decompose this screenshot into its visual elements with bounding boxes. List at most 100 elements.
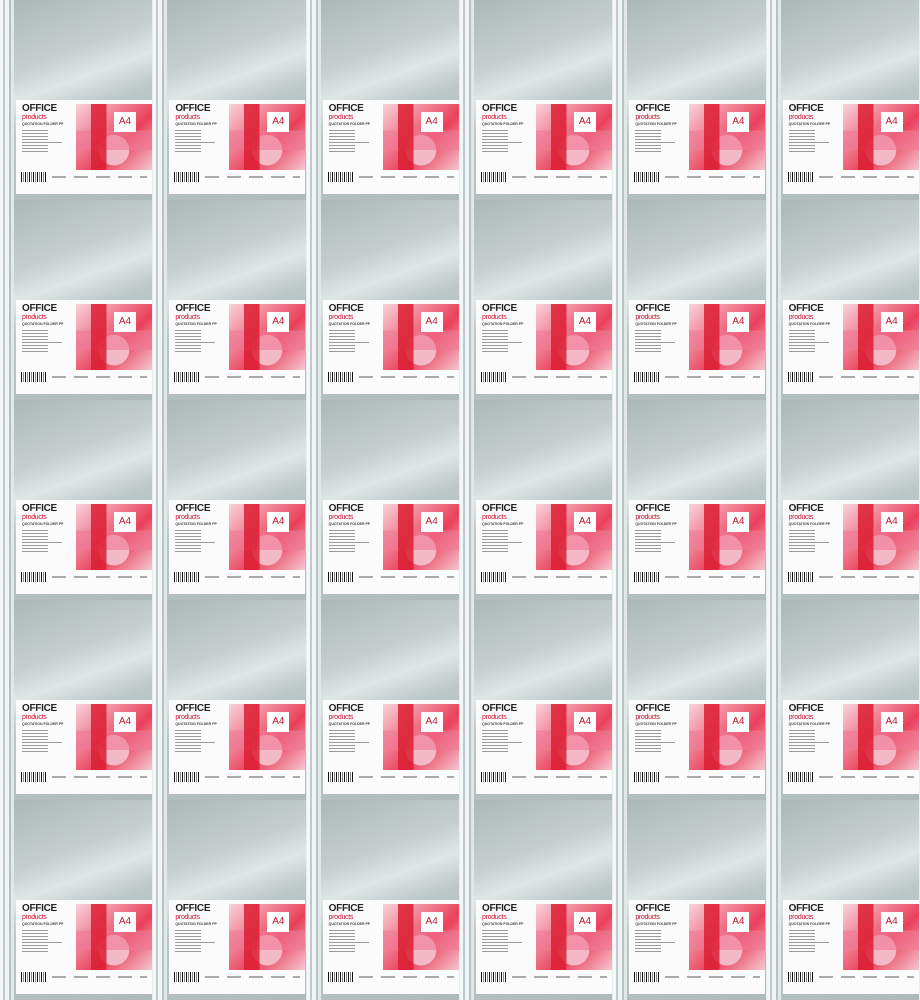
label-footer [52, 976, 147, 978]
description-lines [635, 530, 676, 554]
product-title: QUOTATION FOLDER PP [22, 122, 64, 126]
brand-sub: products [328, 714, 354, 721]
brand-sub: products [635, 914, 660, 921]
description-lines [635, 930, 676, 954]
folder-tile: OFFICE products QUOTATION FOLDER PP A4 [0, 0, 154, 200]
product-label: OFFICE products QUOTATION FOLDER PP A4 [322, 500, 459, 594]
folder-tile: OFFICE products QUOTATION FOLDER PP A4 [613, 400, 767, 600]
brand-logo: OFFICE products [482, 704, 517, 722]
brand-name: OFFICE [22, 103, 57, 114]
folder-tile: OFFICE products QUOTATION FOLDER PP A4 [766, 800, 920, 1000]
size-badge: A4 [727, 712, 750, 732]
description-lines [175, 330, 216, 354]
brand-sub: products [328, 514, 354, 521]
barcode [480, 772, 507, 782]
label-footer [818, 576, 914, 578]
product-label: OFFICE products QUOTATION FOLDER PP A4 [782, 100, 919, 194]
brand-logo: OFFICE products [175, 904, 210, 922]
brand-logo: OFFICE products [482, 904, 517, 922]
description-lines [788, 930, 829, 954]
product-label: OFFICE products QUOTATION FOLDER PP A4 [475, 500, 612, 594]
brand-name: OFFICE [175, 103, 211, 114]
product-label: OFFICE products QUOTATION FOLDER PP A4 [782, 300, 919, 394]
folder-tile: OFFICE products QUOTATION FOLDER PP A4 [459, 600, 614, 800]
size-badge: A4 [727, 312, 750, 332]
size-badge: A4 [114, 512, 136, 532]
brand-name: OFFICE [788, 103, 824, 114]
barcode [327, 372, 354, 382]
brand-sub: products [22, 114, 47, 121]
product-title: QUOTATION FOLDER PP [22, 922, 64, 926]
product-title: QUOTATION FOLDER PP [328, 522, 371, 526]
brand-name: OFFICE [788, 303, 824, 314]
label-footer [665, 976, 761, 978]
product-title: QUOTATION FOLDER PP [328, 122, 371, 126]
folder-rail [613, 200, 628, 400]
folder-tile: OFFICE products QUOTATION FOLDER PP A4 [306, 800, 460, 1000]
folder-rail [459, 600, 474, 800]
brand-sub: products [635, 514, 660, 521]
label-footer [358, 776, 454, 778]
product-label: OFFICE products QUOTATION FOLDER PP A4 [475, 900, 612, 994]
size-badge: A4 [420, 912, 443, 932]
brand-logo: OFFICE products [329, 104, 364, 122]
product-label: OFFICE products QUOTATION FOLDER PP A4 [16, 700, 152, 794]
product-title: QUOTATION FOLDER PP [635, 722, 677, 726]
brand-name: OFFICE [481, 303, 517, 314]
brand-name: OFFICE [22, 903, 57, 914]
folder-rail [613, 0, 628, 200]
folder-rail [153, 0, 168, 200]
folder-tile: OFFICE products QUOTATION FOLDER PP A4 [766, 0, 920, 200]
size-badge: A4 [727, 912, 750, 932]
folder-rail [306, 600, 321, 800]
size-badge: A4 [880, 912, 903, 932]
label-footer [205, 376, 301, 378]
barcode [634, 972, 661, 982]
product-title: QUOTATION FOLDER PP [481, 722, 524, 726]
product-title: QUOTATION FOLDER PP [175, 922, 217, 926]
folder-tile: OFFICE products QUOTATION FOLDER PP A4 [306, 0, 460, 200]
label-footer [205, 176, 301, 178]
brand-logo: OFFICE products [789, 504, 824, 522]
label-footer [205, 776, 301, 778]
size-badge: A4 [420, 512, 443, 532]
brand-logo: OFFICE products [329, 704, 364, 722]
folder-tile: OFFICE products QUOTATION FOLDER PP A4 [766, 400, 920, 600]
brand-name: OFFICE [22, 503, 57, 514]
brand-logo: OFFICE products [22, 704, 57, 722]
product-label: OFFICE products QUOTATION FOLDER PP A4 [475, 300, 612, 394]
product-title: QUOTATION FOLDER PP [635, 322, 677, 326]
product-label: OFFICE products QUOTATION FOLDER PP A4 [782, 900, 919, 994]
barcode [480, 572, 507, 582]
barcode [480, 972, 507, 982]
folder-rail [459, 400, 474, 600]
description-lines [22, 730, 62, 754]
brand-sub: products [22, 714, 47, 721]
label-footer [818, 776, 914, 778]
size-badge: A4 [420, 312, 443, 332]
product-label: OFFICE products QUOTATION FOLDER PP A4 [782, 500, 919, 594]
product-title: QUOTATION FOLDER PP [175, 722, 217, 726]
brand-sub: products [635, 314, 660, 321]
barcode [480, 172, 507, 182]
brand-name: OFFICE [328, 703, 364, 714]
brand-logo: OFFICE products [22, 304, 57, 322]
brand-name: OFFICE [635, 103, 671, 114]
description-lines [481, 330, 522, 354]
barcode [327, 172, 354, 182]
barcode [21, 772, 47, 782]
barcode [174, 372, 201, 382]
size-badge: A4 [880, 712, 903, 732]
product-title: QUOTATION FOLDER PP [175, 322, 217, 326]
brand-sub: products [175, 114, 200, 121]
product-label: OFFICE products QUOTATION FOLDER PP A4 [322, 700, 459, 794]
brand-sub: products [788, 914, 814, 921]
brand-logo: OFFICE products [482, 304, 517, 322]
description-lines [788, 530, 829, 554]
barcode [174, 972, 201, 982]
brand-name: OFFICE [635, 903, 671, 914]
folder-rail [0, 600, 14, 800]
brand-sub: products [788, 314, 814, 321]
folder-rail [613, 600, 628, 800]
